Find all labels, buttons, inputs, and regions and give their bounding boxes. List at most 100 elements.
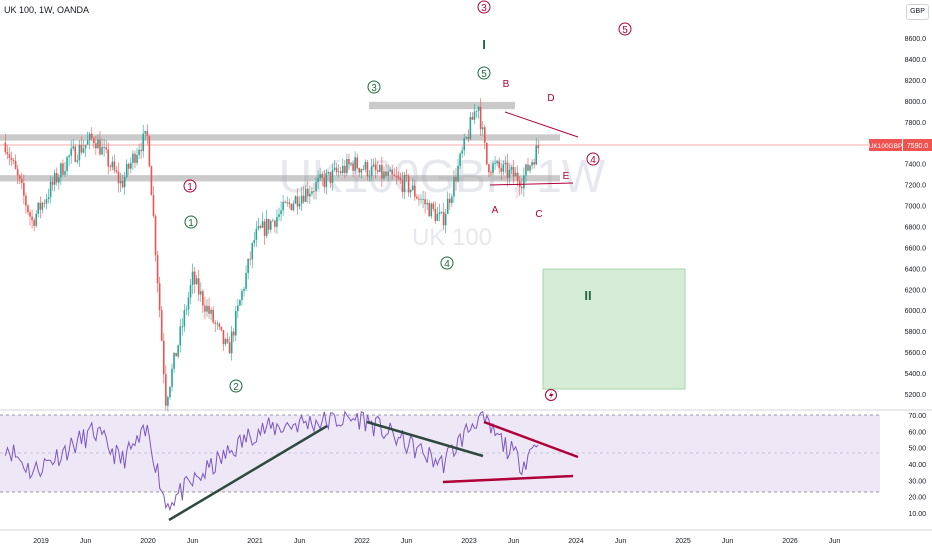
- candle-body: [173, 352, 175, 369]
- time-tick-label: Jun: [722, 538, 733, 545]
- rsi-axis[interactable]: 70.00 60.00 50.00 40.00 30.00 20.00 10.00: [908, 413, 926, 518]
- target-box[interactable]: [542, 268, 686, 390]
- candle-body: [294, 196, 297, 204]
- price-tick-label: 7800.0: [905, 120, 927, 127]
- candle-body: [502, 164, 505, 172]
- wave-label-1-green: 1: [188, 218, 194, 229]
- candle-body: [218, 323, 221, 327]
- rsi-tick-label: 50.00: [908, 446, 926, 453]
- candle-body: [333, 167, 336, 170]
- candle-body: [60, 163, 62, 178]
- candle-body: [111, 161, 114, 168]
- candle-body: [25, 195, 27, 206]
- candle-body: [475, 110, 478, 112]
- candle-body: [379, 164, 381, 172]
- candle-body: [434, 208, 437, 221]
- candle-body: [457, 165, 459, 182]
- candle-body: [88, 133, 91, 141]
- candle-body: [152, 195, 155, 217]
- price-tick-label: 5800.0: [905, 329, 927, 336]
- price-tick-label: 6800.0: [905, 224, 927, 231]
- candle-body: [339, 171, 342, 174]
- candle-body: [154, 216, 157, 256]
- candle-body: [302, 195, 305, 202]
- candle-body: [189, 284, 192, 298]
- candle-body: [364, 162, 367, 170]
- time-tick-label: 2025: [675, 538, 691, 545]
- candle-body: [212, 309, 214, 323]
- candle-body: [527, 164, 529, 171]
- rsi-trendline-red-lower[interactable]: [442, 474, 574, 484]
- candle-body: [23, 183, 25, 196]
- time-axis[interactable]: 2019 Jun 2020 Jun 2021 Jun 2022 Jun 2023 Jun 2024 J…: [33, 538, 840, 545]
- price-pane[interactable]: [0, 0, 880, 408]
- candle-body: [62, 163, 64, 175]
- candle-body: [374, 164, 377, 171]
- candle-body: [504, 162, 507, 165]
- candle-body: [202, 291, 204, 306]
- wave-circle-1-green: [184, 215, 198, 229]
- wave-label-3-top: 3: [481, 3, 487, 14]
- candle-body: [391, 169, 393, 175]
- badge-symbol: UK100GBP: [869, 143, 903, 150]
- candle-body: [35, 213, 37, 226]
- candle-body: [216, 323, 219, 325]
- candle-body: [6, 152, 9, 155]
- candle-body: [451, 196, 453, 204]
- wave-circle-4-green: [440, 256, 454, 270]
- rsi-trendline-down[interactable]: [366, 420, 484, 458]
- candle-body: [368, 175, 371, 177]
- currency-button[interactable]: GBP: [906, 4, 929, 20]
- candle-body: [78, 144, 81, 161]
- resistance-zones: [0, 101, 560, 182]
- candle-body: [117, 171, 120, 184]
- resistance-zone[interactable]: [369, 101, 515, 110]
- candle-body: [276, 216, 278, 227]
- candle-body: [424, 199, 426, 205]
- candle-body: [317, 178, 319, 183]
- triangle-upper-line[interactable]: [504, 111, 579, 138]
- candle-body: [327, 171, 330, 174]
- resistance-zone[interactable]: [0, 175, 560, 182]
- candle-body: [245, 272, 247, 289]
- lightning-icon: [549, 391, 554, 400]
- candle-body: [335, 167, 338, 173]
- candle-body: [43, 202, 46, 204]
- candle-body: [251, 243, 254, 260]
- candle-body: [243, 288, 245, 291]
- candle-body: [31, 216, 33, 221]
- candle-body: [90, 133, 93, 139]
- candle-body: [298, 203, 301, 207]
- candle-body: [144, 131, 147, 134]
- resistance-zone[interactable]: [0, 134, 560, 141]
- candle-body: [430, 203, 433, 217]
- wave-label-3-green: 3: [371, 83, 377, 94]
- candle-body: [183, 310, 186, 327]
- candle-body: [76, 160, 79, 162]
- candle-body: [401, 179, 404, 192]
- triangle-lower-line[interactable]: [489, 182, 574, 186]
- candle-body: [331, 169, 334, 183]
- candle-body: [267, 219, 270, 230]
- price-axis[interactable]: 8600.08400.08200.08000.07800.07600.07400…: [905, 36, 927, 399]
- rsi-tick-label: 20.00: [908, 495, 926, 502]
- candle-body: [97, 139, 99, 149]
- candle-body: [8, 154, 11, 159]
- price-tick-label: 6400.0: [905, 266, 927, 273]
- candle-body: [510, 167, 513, 170]
- candle-body: [138, 149, 140, 155]
- candle-body: [311, 191, 313, 194]
- time-tick-label: 2022: [354, 538, 370, 545]
- candle-body: [228, 342, 231, 354]
- wave-circle-4-red: [586, 152, 600, 166]
- candle-body: [307, 188, 309, 197]
- candle-body: [51, 181, 54, 185]
- candle-body: [492, 163, 494, 173]
- candle-body: [376, 170, 379, 172]
- rsi-trendline-red-upper[interactable]: [483, 420, 579, 459]
- rsi-trendline-up[interactable]: [168, 424, 328, 522]
- candle-body: [337, 171, 340, 173]
- candle-body: [473, 111, 476, 120]
- candle-body: [498, 161, 500, 169]
